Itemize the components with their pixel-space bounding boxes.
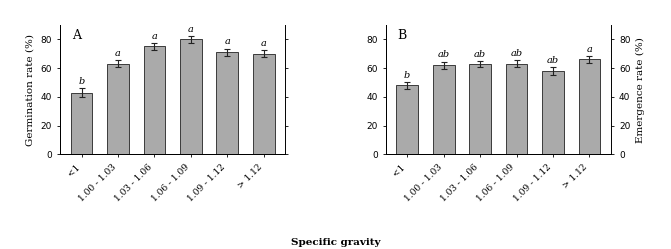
Bar	[70, 93, 93, 154]
Text: ab: ab	[511, 49, 523, 58]
Bar	[433, 65, 454, 154]
Text: b: b	[79, 77, 85, 86]
Text: a: a	[115, 49, 121, 58]
Bar	[542, 71, 564, 154]
Y-axis label: Germination rate (%): Germination rate (%)	[26, 34, 35, 146]
Bar	[397, 85, 418, 154]
Bar	[578, 60, 601, 154]
Bar	[107, 64, 129, 154]
Bar	[144, 47, 165, 154]
Text: a: a	[152, 32, 158, 41]
Text: Specific gravity: Specific gravity	[291, 238, 380, 247]
Text: a: a	[224, 38, 230, 47]
Text: a: a	[261, 39, 267, 48]
Y-axis label: Emergence rate (%): Emergence rate (%)	[636, 37, 645, 143]
Text: ab: ab	[437, 51, 450, 60]
Bar	[469, 64, 491, 154]
Text: ab: ab	[547, 56, 559, 65]
Text: a: a	[188, 25, 194, 34]
Bar	[253, 54, 274, 154]
Text: Different letters indicate a significant difference at $p$ < 0.05.: Different letters indicate a significant…	[7, 247, 266, 249]
Bar	[506, 64, 527, 154]
Text: ab: ab	[474, 50, 486, 59]
Bar	[180, 39, 202, 154]
Bar	[217, 52, 238, 154]
Text: B: B	[397, 29, 407, 42]
Text: A: A	[72, 29, 81, 42]
Text: a: a	[586, 45, 592, 54]
Text: b: b	[404, 70, 410, 80]
